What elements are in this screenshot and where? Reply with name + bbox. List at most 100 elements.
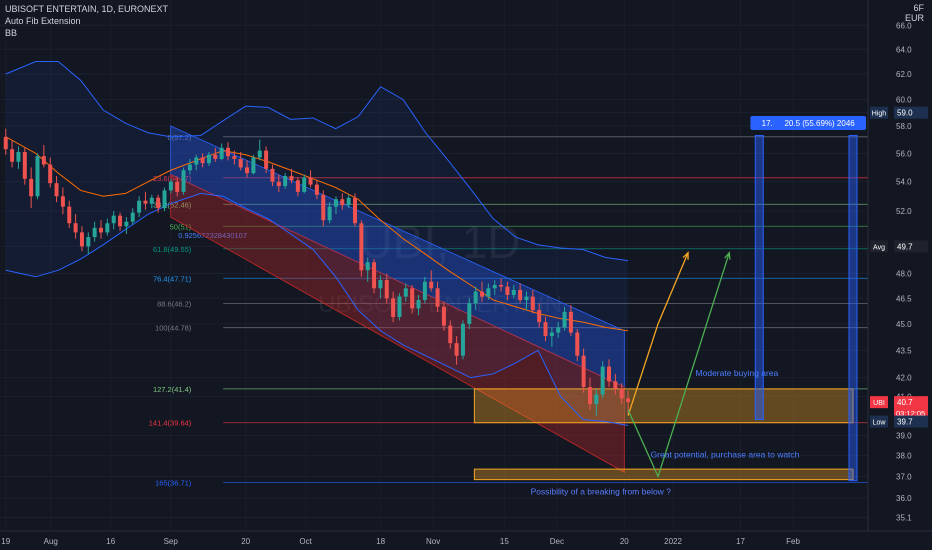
y-tick-label: 64.0 [896,45,912,54]
badge-value: 40.7 [897,398,913,407]
candle-body [600,366,605,395]
fib-anchor-label: 0.925672328430107 [178,231,247,240]
candle-body [607,366,612,382]
candle-body [314,184,319,195]
candle-body [422,281,427,300]
fib-label: 50(51) [170,222,192,231]
y-tick-label: 43.5 [896,346,912,355]
y-tick-label: 48.0 [896,270,912,279]
candle-body [473,291,478,304]
candle-body [226,147,231,157]
badge-value-bg [894,106,928,119]
candle-body [537,310,542,323]
price-axis: 35.136.037.038.039.041.042.043.545.046.5… [867,0,932,550]
x-tick-label: 19 [1,537,10,546]
candle-body [149,197,154,204]
purchase-area-label: Great potential, purchase area to watch [651,450,800,460]
projection-orange [627,252,689,416]
candle-body [130,212,135,222]
candle-body [22,151,27,179]
candle-body [594,394,599,405]
badge-value: 59.0 [897,109,913,118]
badge-name-bg [870,240,888,253]
projection-paths [627,251,731,479]
candle-body [168,181,173,191]
y-tick-label: 37.0 [896,472,912,481]
badge-name: Low [873,420,887,427]
x-tick-label: Nov [426,537,440,546]
time-axis: 19 Aug 16 Sep 20 Oct 18 Nov 15 Dec 20 2022 17 Feb [0,530,932,550]
fib-label: 23.6(54.27) [153,174,192,183]
symbol-title[interactable]: UBISOFT ENTERTAIN, 1D, EURONEXT [5,4,169,14]
fib-label: 100(44.78) [155,324,192,333]
y-tick-label: 52.0 [896,207,912,216]
x-tick-label: 15 [500,537,509,546]
candle-body [156,197,161,209]
candle-body [289,175,294,181]
candle-body [587,386,592,405]
candle-body [562,311,567,328]
candle-body [511,289,516,295]
fib-label: 165(36.71) [155,479,192,488]
bollinger-bands [5,61,629,426]
candle-body [549,332,554,337]
indicator-fib-label[interactable]: Auto Fib Extension [5,16,81,26]
candle-body [480,291,485,297]
candle-body [232,156,237,159]
candles [3,128,631,416]
candle-body [524,296,529,300]
x-tick-label: Aug [44,537,58,546]
candle-body [359,223,364,271]
candle-body [568,311,573,333]
moderate-buying-label: Moderate buying area [696,368,779,378]
candle-body [619,388,624,399]
candle-body [257,150,262,158]
candle-body [384,280,389,299]
price-range-bar [848,134,858,482]
candle-body [397,296,402,317]
breakout-question-label: Possibility of a breaking from below ? [531,487,672,497]
candle-body [556,327,561,333]
indicator-bb-label[interactable]: BB [5,28,18,38]
price-range-bar [754,134,764,421]
y-tick-label: 62.0 [896,70,912,79]
candle-body [333,199,338,207]
candle-body [467,303,472,324]
candle-body [518,289,523,300]
candle-body [86,237,91,247]
y-tick-label: 39.0 [896,431,912,440]
candle-body [48,164,53,184]
purchase-zone [473,468,854,481]
candle-body [187,164,192,171]
candle-body [92,227,97,238]
candle-body [575,332,580,356]
candle-body [321,194,326,221]
candle-body [99,227,104,233]
candle-body [499,284,504,287]
y-tick-label: 56.0 [896,149,912,158]
candle-body [613,381,618,389]
candle-body [365,262,370,271]
currency-code: EUR [904,13,924,23]
x-tick-label: 16 [106,537,115,546]
candle-body [219,147,224,159]
candle-body [137,200,142,213]
candle-body [181,170,186,192]
badge-value-bg [894,415,928,428]
candle-body [162,190,167,209]
candle-body [460,323,465,356]
descending-channel [170,125,625,473]
badge-name: UBI [873,400,885,407]
candle-body [79,232,84,247]
bb-fill [5,61,629,426]
candle-body [270,168,275,182]
candle-body [626,398,631,403]
x-tick-label: 20 [620,537,629,546]
candle-body [200,157,205,164]
candle-body [486,288,491,297]
candle-body [175,181,180,192]
candle-body [3,136,8,150]
badge-name-bg [870,106,888,119]
candle-body [16,151,21,162]
